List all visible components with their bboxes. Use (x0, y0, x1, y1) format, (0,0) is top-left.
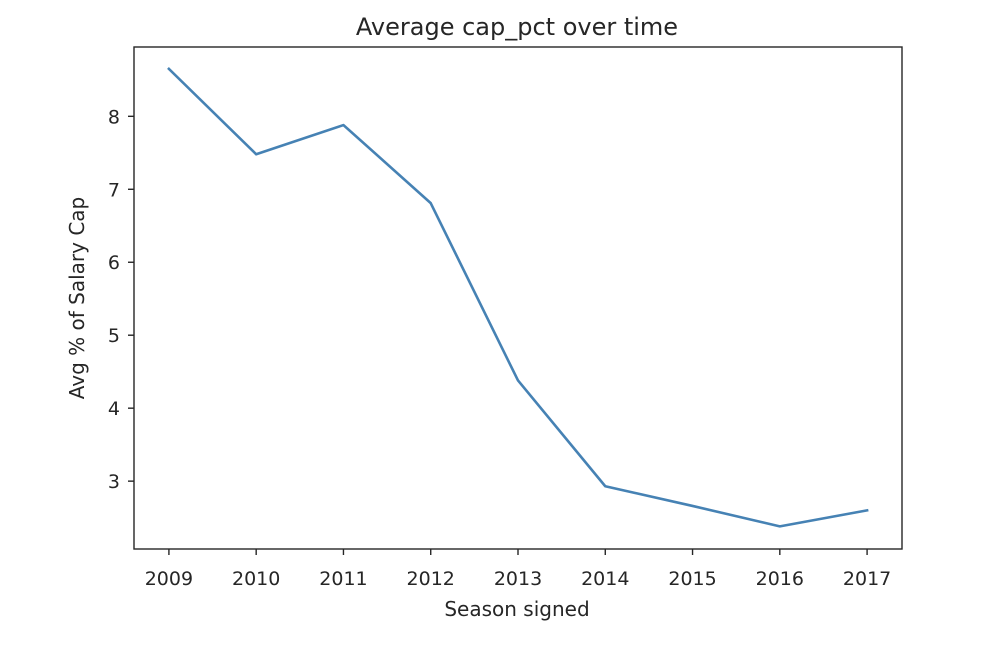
x-tick-label: 2015 (668, 568, 716, 590)
y-tick-label: 5 (108, 325, 120, 347)
x-tick-label: 2010 (232, 568, 280, 590)
x-axis-label: Season signed (444, 597, 589, 621)
x-tick-label: 2017 (843, 568, 891, 590)
y-tick-label: 8 (108, 106, 120, 128)
x-tick-label: 2016 (756, 568, 804, 590)
x-tick-label: 2014 (581, 568, 629, 590)
y-tick-label: 3 (108, 471, 120, 493)
series-line (167, 67, 869, 528)
x-tick-label: 2012 (407, 568, 455, 590)
y-axis: 3 4 5 6 7 8 (108, 106, 134, 493)
plot-frame (133, 46, 903, 550)
y-tick-label: 7 (108, 179, 120, 201)
y-tick-label: 4 (108, 398, 120, 420)
x-tick-label: 2011 (319, 568, 367, 590)
x-tick-label: 2013 (494, 568, 542, 590)
plot-area (167, 67, 869, 528)
y-axis-label: Avg % of Salary Cap (65, 197, 89, 400)
y-tick-label: 6 (108, 252, 120, 274)
chart-title: Average cap_pct over time (356, 13, 678, 41)
x-tick-label: 2009 (145, 568, 193, 590)
x-axis: 2009 2010 2011 2012 2013 2014 2015 2016 2017 (145, 549, 891, 590)
